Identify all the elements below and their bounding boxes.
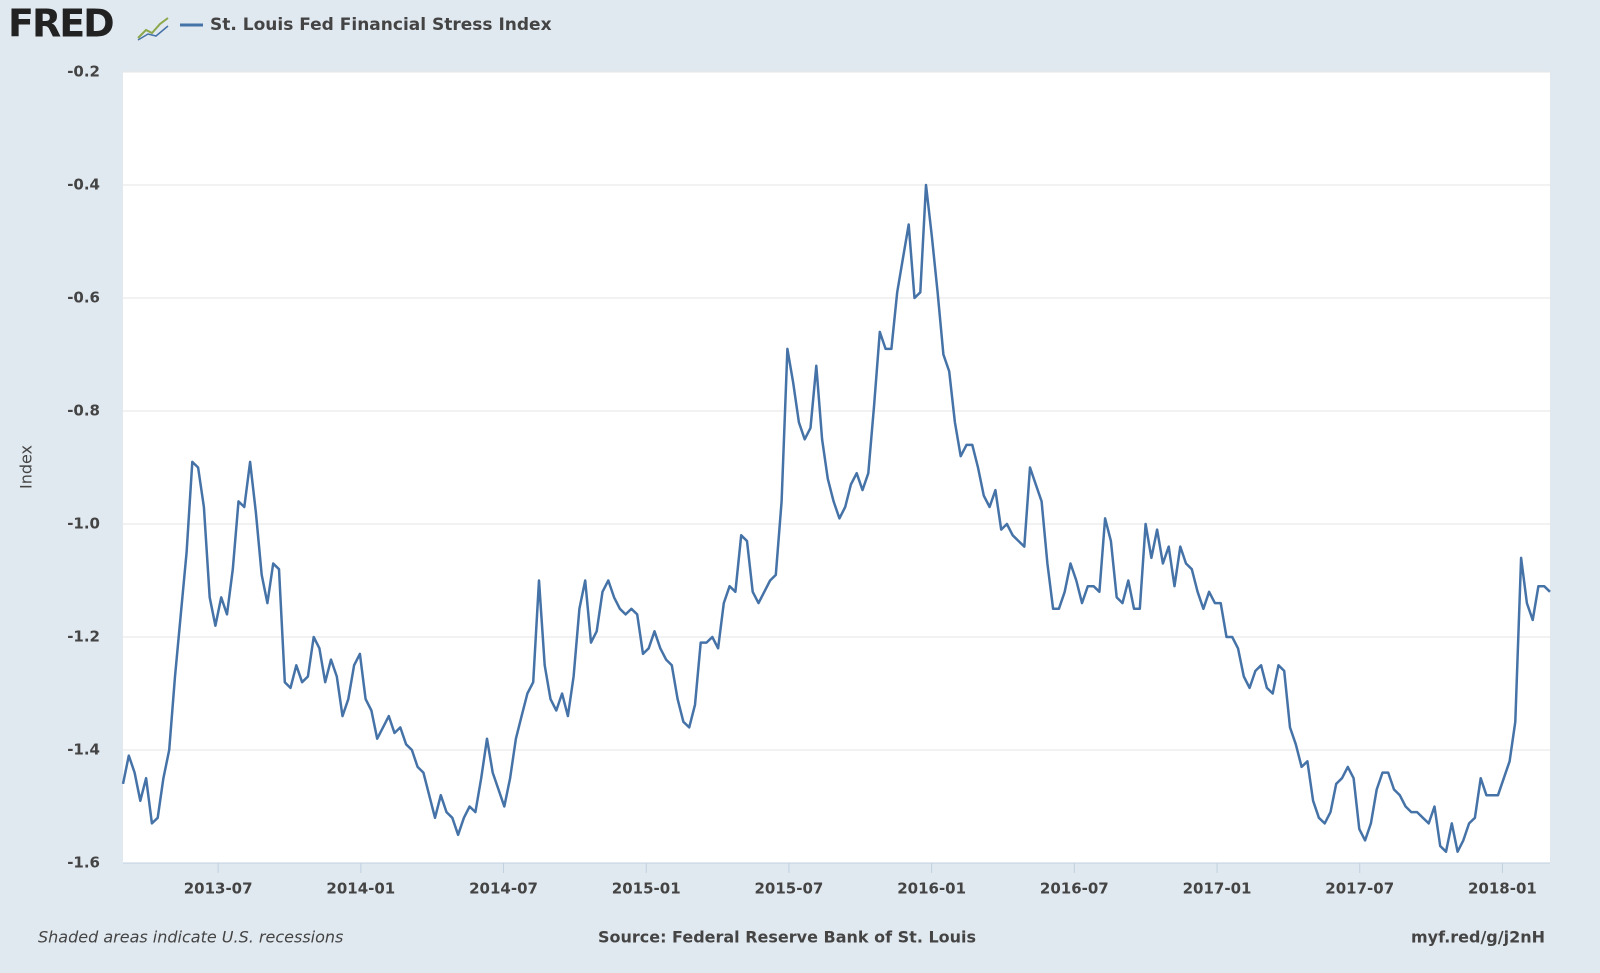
x-tick-label: 2014-01 <box>326 880 395 898</box>
x-tick-label: 2018-01 <box>1468 880 1537 898</box>
y-tick-label: -0.4 <box>67 176 100 194</box>
y-tick-label: -0.8 <box>67 402 100 420</box>
footer-source: Source: Federal Reserve Bank of St. Loui… <box>598 928 976 947</box>
x-tick-label: 2013-07 <box>184 880 253 898</box>
footer-link: myf.red/g/j2nH <box>1411 928 1545 947</box>
x-tick-label: 2015-07 <box>755 880 824 898</box>
x-tick-label: 2014-07 <box>469 880 538 898</box>
y-tick-label: -1.0 <box>67 515 100 533</box>
y-tick-label: -1.4 <box>67 741 100 759</box>
x-tick-label: 2016-07 <box>1040 880 1109 898</box>
logo: FRED <box>8 2 113 46</box>
y-tick-label: -1.6 <box>67 854 100 872</box>
y-tick-label: -0.6 <box>67 289 100 307</box>
legend-label: St. Louis Fed Financial Stress Index <box>210 15 552 35</box>
x-tick-label: 2015-01 <box>612 880 681 898</box>
x-tick-label: 2016-01 <box>897 880 966 898</box>
x-tick-label: 2017-01 <box>1183 880 1252 898</box>
x-tick-label: 2017-07 <box>1325 880 1394 898</box>
footer-note: Shaded areas indicate U.S. recessions <box>38 928 343 947</box>
logo-icon <box>137 25 169 41</box>
plot-area <box>123 72 1550 863</box>
logo-icon <box>137 17 169 39</box>
y-tick-label: -0.2 <box>67 63 100 81</box>
series-line <box>121 183 1551 853</box>
y-axis-label: Index <box>17 445 36 489</box>
y-tick-label: -1.2 <box>67 628 100 646</box>
